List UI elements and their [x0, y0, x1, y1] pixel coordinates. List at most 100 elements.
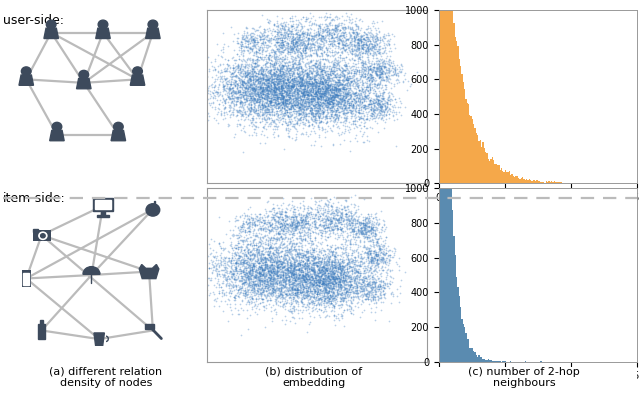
Point	[253, 283, 263, 289]
Point	[285, 89, 295, 95]
Point	[364, 49, 374, 55]
Point	[253, 110, 264, 116]
Point	[298, 93, 308, 99]
Point	[259, 280, 269, 286]
Point	[308, 102, 319, 109]
Point	[300, 42, 310, 48]
Point	[314, 211, 324, 218]
Point	[191, 80, 202, 86]
Point	[356, 285, 366, 292]
Point	[212, 41, 223, 47]
Point	[326, 85, 336, 91]
Point	[307, 222, 317, 229]
Point	[369, 44, 380, 50]
Point	[266, 293, 276, 299]
Point	[225, 267, 236, 274]
Point	[244, 280, 254, 287]
Point	[317, 222, 328, 228]
Point	[292, 42, 302, 48]
Point	[154, 279, 164, 285]
Point	[238, 289, 248, 296]
Point	[280, 208, 291, 214]
Point	[257, 271, 268, 277]
Point	[309, 81, 319, 88]
Point	[302, 263, 312, 270]
Point	[280, 116, 291, 122]
Point	[281, 82, 291, 89]
Point	[337, 104, 347, 111]
Point	[370, 233, 380, 239]
Point	[240, 70, 250, 77]
Point	[317, 37, 327, 44]
Point	[218, 30, 228, 37]
Point	[254, 115, 264, 121]
Point	[275, 92, 285, 98]
Point	[271, 64, 282, 71]
Point	[289, 262, 300, 268]
Point	[209, 297, 220, 303]
Point	[273, 48, 284, 54]
Point	[303, 250, 313, 256]
Point	[360, 93, 370, 99]
Point	[343, 283, 353, 290]
Point	[301, 291, 312, 298]
Point	[285, 86, 296, 92]
Point	[323, 84, 333, 90]
Point	[239, 48, 249, 54]
Point	[323, 95, 333, 102]
Point	[352, 30, 362, 37]
Point	[290, 102, 300, 108]
Point	[305, 244, 315, 250]
Point	[291, 82, 301, 88]
Point	[282, 84, 292, 91]
Point	[248, 272, 259, 279]
Point	[298, 274, 308, 281]
Point	[356, 269, 367, 276]
Point	[303, 84, 313, 90]
Point	[250, 280, 260, 287]
Point	[344, 217, 354, 224]
Point	[290, 290, 300, 296]
Point	[374, 244, 384, 251]
Point	[335, 261, 345, 267]
Point	[243, 291, 253, 297]
Point	[345, 31, 355, 37]
Point	[276, 84, 286, 91]
Bar	[526, 179, 527, 183]
Point	[262, 266, 273, 272]
Point	[337, 256, 348, 262]
Point	[337, 95, 348, 102]
Point	[285, 273, 296, 280]
Point	[264, 276, 275, 282]
Point	[365, 282, 376, 289]
Point	[316, 86, 326, 92]
Bar	[477, 135, 479, 183]
Point	[294, 255, 305, 262]
Point	[333, 15, 344, 21]
Point	[316, 96, 326, 103]
Point	[253, 295, 264, 301]
Point	[307, 122, 317, 128]
Point	[330, 259, 340, 265]
Point	[259, 27, 269, 33]
Point	[273, 98, 283, 104]
Point	[301, 211, 311, 217]
Point	[339, 271, 349, 277]
Point	[343, 250, 353, 257]
Point	[269, 80, 280, 86]
Point	[345, 108, 355, 115]
Point	[373, 113, 383, 120]
Point	[297, 89, 307, 96]
Point	[303, 274, 314, 280]
Point	[193, 69, 204, 75]
Point	[375, 79, 385, 85]
Point	[289, 47, 299, 53]
Point	[204, 260, 214, 266]
Point	[275, 217, 285, 224]
Point	[327, 273, 337, 280]
Point	[264, 251, 274, 258]
Point	[378, 283, 388, 290]
Point	[315, 88, 325, 94]
Point	[387, 267, 397, 273]
Point	[371, 251, 381, 257]
